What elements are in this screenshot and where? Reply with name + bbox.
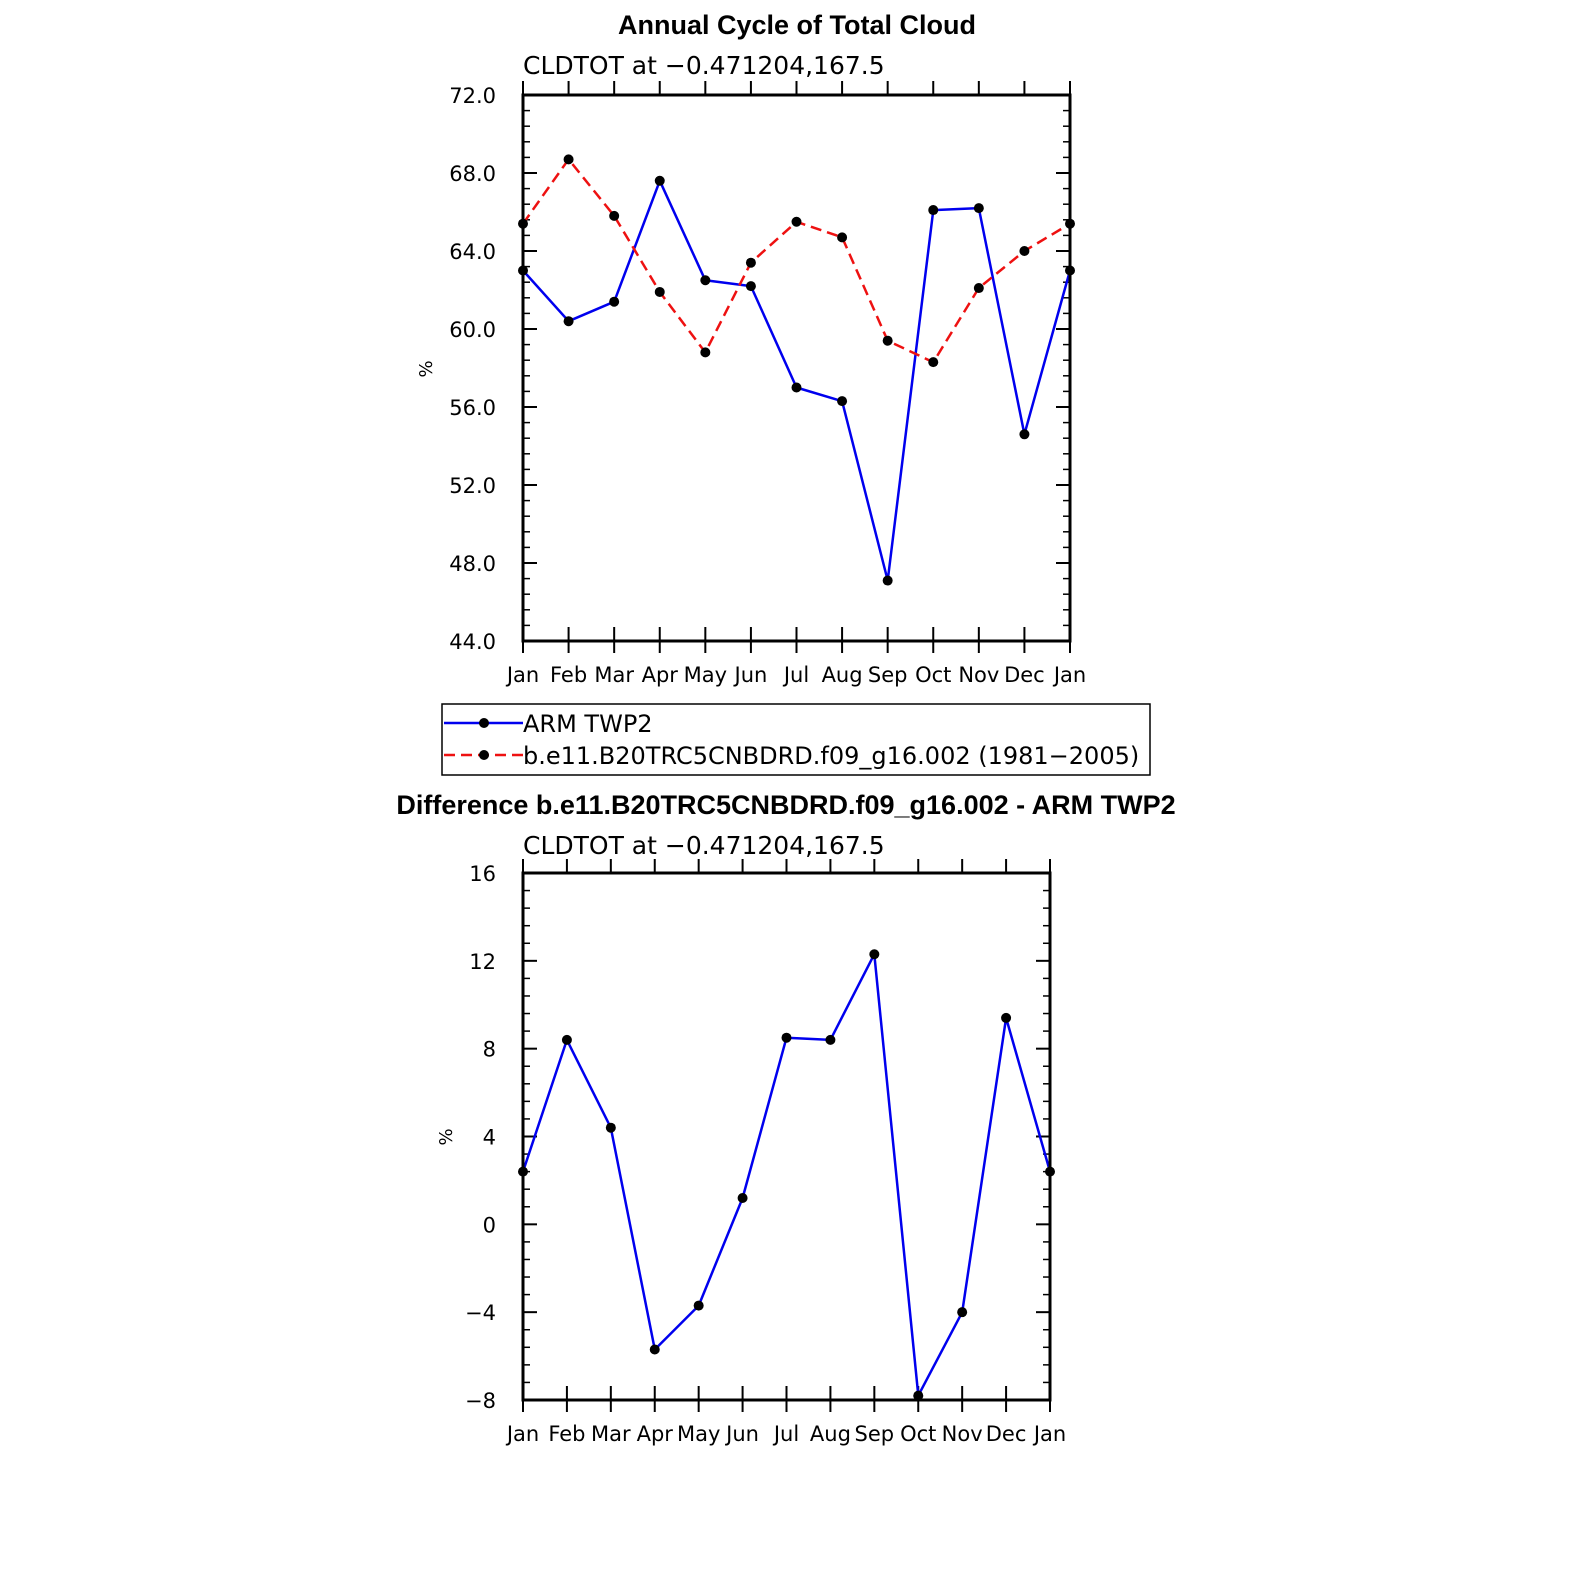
series-0-point (791, 382, 802, 393)
x-tick-label: Apr (642, 663, 679, 687)
x-tick-label: May (684, 663, 727, 687)
x-tick-label: Dec (1004, 663, 1045, 687)
y-tick-label: −4 (465, 1301, 496, 1325)
series-1-point (700, 347, 711, 358)
legend-label-model: b.e11.B20TRC5CNBDRD.f09_g16.002 (1981−20… (523, 742, 1139, 770)
x-tick-label: Oct (900, 1422, 936, 1446)
series-0-point (561, 1034, 572, 1045)
chart2-plot-frame (521, 871, 1052, 1402)
y-tick-label: 4 (483, 1126, 496, 1150)
chart2-y-axis-label: % (436, 1128, 457, 1145)
series-0-point (563, 316, 574, 327)
y-tick-label: 48.0 (449, 552, 496, 576)
chart1-axis-ticks (522, 81, 1071, 653)
y-tick-label: 52.0 (449, 474, 496, 498)
series-0-point (693, 1300, 704, 1311)
series-0-point (700, 275, 711, 286)
legend-label-arm-twp2: ARM TWP2 (523, 710, 653, 738)
y-tick-label: −8 (465, 1389, 496, 1413)
x-tick-label: Nov (958, 663, 999, 687)
chart1-y-axis-label: % (416, 360, 437, 377)
series-0-point (825, 1034, 836, 1045)
x-tick-label: Feb (548, 1422, 585, 1446)
chart1-tick-labels: 44.0 48.0 52.0 56.0 60.0 64.0 68.0 72.0 Jan Feb Ma… (449, 84, 1086, 687)
series-0-point (745, 281, 756, 292)
x-tick-label: Feb (550, 663, 587, 687)
chart1-title: Annual Cycle of Total Cloud (618, 10, 976, 40)
y-tick-label: 8 (483, 1038, 496, 1062)
y-tick-label: 44.0 (449, 630, 496, 654)
series-1-point (563, 154, 574, 165)
y-tick-label: 16 (469, 862, 496, 886)
x-tick-label: Apr (637, 1422, 674, 1446)
series-0-point (837, 396, 848, 407)
series-0-point (882, 575, 893, 586)
x-tick-label: Sep (868, 663, 908, 687)
chart1-legend: ARM TWP2 b.e11.B20TRC5CNBDRD.f09_g16.002… (441, 703, 1151, 776)
series-line-1 (521, 158, 1071, 364)
series-1-point (882, 335, 893, 346)
x-tick-label: Sep (855, 1422, 895, 1446)
y-tick-label: 12 (469, 950, 496, 974)
series-0-point (1001, 1012, 1012, 1023)
chart2-tick-labels: −8 −4 0 4 8 12 16 Jan Feb Mar Apr May Jun Jul Aug Sep Oc… (465, 862, 1066, 1446)
x-tick-label: Mar (591, 1422, 631, 1446)
x-tick-label: Aug (822, 663, 863, 687)
series-1-point (791, 216, 802, 227)
chart1-series-group (518, 154, 1075, 586)
series-1-point (609, 210, 620, 221)
series-0-point (1019, 429, 1030, 440)
series-0-point (913, 1390, 924, 1401)
chart2-axis-ticks (522, 859, 1051, 1412)
x-tick-label: Mar (594, 663, 634, 687)
series-1-point (837, 232, 848, 243)
series-1-point (1019, 246, 1030, 256)
series-0-point (973, 203, 984, 214)
x-tick-label: Jan (1052, 663, 1086, 687)
x-tick-label: Jan (505, 1422, 539, 1446)
x-tick-label: May (677, 1422, 720, 1446)
x-tick-label: Dec (986, 1422, 1027, 1446)
x-tick-label: Jul (772, 1422, 799, 1446)
series-0-point (654, 175, 665, 186)
chart1-plot-frame (521, 93, 1072, 643)
y-tick-label: 56.0 (449, 396, 496, 420)
x-tick-label: Jun (724, 1422, 759, 1446)
y-tick-label: 0 (483, 1213, 496, 1237)
series-line-0 (522, 179, 1072, 582)
series-1-point (654, 286, 665, 297)
series-1-point (928, 357, 939, 368)
series-0-point (781, 1032, 792, 1043)
legend-box (441, 703, 1151, 776)
series-0-point (869, 949, 880, 960)
chart2-subtitle: CLDTOT at −0.471204,167.5 (523, 831, 885, 860)
y-tick-label: 60.0 (449, 318, 496, 342)
series-0-point (609, 296, 620, 307)
chart1-subtitle: CLDTOT at −0.471204,167.5 (523, 51, 885, 80)
chart2-title: Difference b.e11.B20TRC5CNBDRD.f09_g16.0… (396, 790, 1175, 820)
legend-marker-model (479, 750, 489, 760)
x-tick-label: Jan (1032, 1422, 1066, 1446)
x-tick-label: Aug (810, 1422, 851, 1446)
x-tick-label: Jan (505, 663, 539, 687)
series-0-point (737, 1192, 748, 1203)
series-1-point (973, 283, 984, 294)
series-0-point (957, 1307, 968, 1318)
chart2-series-group (518, 949, 1055, 1401)
legend-marker-arm-twp2 (479, 718, 489, 728)
x-tick-label: Nov (942, 1422, 983, 1446)
x-tick-label: Oct (915, 663, 951, 687)
series-0-point (605, 1122, 616, 1133)
series-line-0 (521, 952, 1052, 1397)
y-tick-label: 64.0 (449, 240, 496, 264)
y-tick-label: 72.0 (449, 84, 496, 108)
y-tick-label: 68.0 (449, 162, 496, 186)
series-0-point (649, 1344, 660, 1355)
x-tick-label: Jun (733, 663, 768, 687)
series-0-point (928, 205, 939, 216)
x-tick-label: Jul (782, 663, 809, 687)
series-1-point (745, 257, 756, 268)
